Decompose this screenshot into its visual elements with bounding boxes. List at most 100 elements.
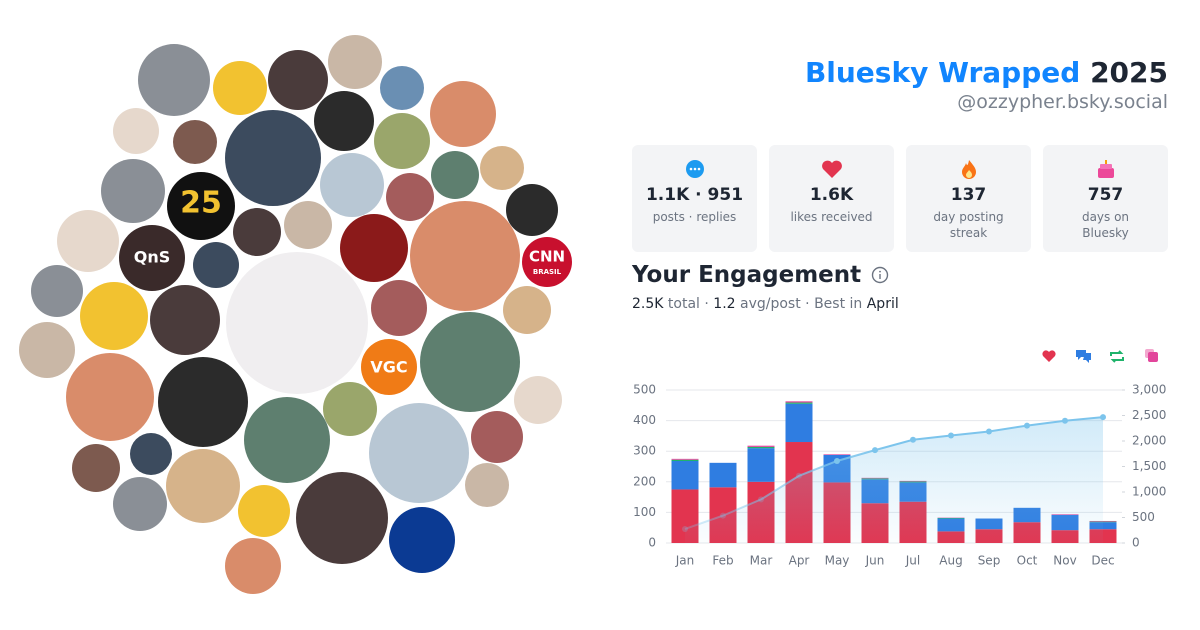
legend-replies-icon[interactable] xyxy=(1076,350,1091,363)
avatar[interactable] xyxy=(369,403,469,503)
avatar[interactable] xyxy=(374,113,430,169)
avatar[interactable] xyxy=(233,208,281,256)
avatar[interactable] xyxy=(420,312,520,412)
avatar[interactable] xyxy=(166,449,240,523)
avatar[interactable] xyxy=(522,237,572,287)
icon xyxy=(961,160,976,179)
bar-segment xyxy=(785,403,813,443)
stat-card: 137 day posting streak xyxy=(906,145,1031,252)
avatar[interactable] xyxy=(130,433,172,475)
info-icon[interactable] xyxy=(871,266,889,284)
avatar[interactable] xyxy=(113,108,159,154)
legend-reposts-icon[interactable] xyxy=(1110,350,1124,363)
avatar-collage: 25 QnS VGC CNN BRASIL xyxy=(19,35,572,594)
avatar[interactable] xyxy=(225,110,321,206)
stat-card: 757 days on Bluesky xyxy=(1043,145,1168,252)
bar-segment xyxy=(785,402,813,404)
avatar-text: QnS xyxy=(134,248,171,267)
y-tick-label: 200 xyxy=(633,474,656,488)
y-tick-label: 100 xyxy=(633,505,656,519)
x-tick-label: Apr xyxy=(789,554,810,568)
avatar[interactable] xyxy=(361,339,417,395)
avatar[interactable] xyxy=(431,151,479,199)
cumulative-point xyxy=(1100,414,1106,421)
avatar[interactable] xyxy=(244,397,330,483)
avatar[interactable] xyxy=(72,444,120,492)
legend xyxy=(1042,349,1158,363)
avatar[interactable] xyxy=(193,242,239,288)
best-label: Best in xyxy=(814,296,863,312)
avatar[interactable] xyxy=(119,225,185,291)
avatar[interactable] xyxy=(328,35,382,89)
avatar[interactable] xyxy=(371,280,427,336)
bar-segment xyxy=(747,446,775,449)
avatar[interactable] xyxy=(506,184,558,236)
bar-segment xyxy=(671,459,699,461)
avatar[interactable] xyxy=(66,353,154,441)
avatar[interactable] xyxy=(158,357,248,447)
avatar[interactable] xyxy=(410,201,520,311)
y2-tick-label: 2,000 xyxy=(1132,434,1166,448)
x-tick-label: Dec xyxy=(1091,554,1114,568)
x-tick-label: Mar xyxy=(750,554,773,568)
avatar[interactable] xyxy=(113,477,167,531)
avatar[interactable] xyxy=(320,153,384,217)
icon xyxy=(685,160,704,178)
stat-card: 1.6K likes received xyxy=(769,145,894,252)
avatar[interactable] xyxy=(225,538,281,594)
avatar[interactable] xyxy=(226,252,368,394)
legend-likes-icon[interactable] xyxy=(1042,350,1056,362)
cumulative-point xyxy=(872,447,878,454)
y2-tick-label: 1,500 xyxy=(1132,459,1166,473)
avatar[interactable] xyxy=(57,210,119,272)
avatar[interactable] xyxy=(138,44,210,116)
cumulative-point xyxy=(758,496,764,503)
legend-quotes-icon[interactable] xyxy=(1145,349,1158,362)
title-brand: Bluesky Wrapped xyxy=(804,56,1081,89)
avatar[interactable] xyxy=(19,322,75,378)
avatar[interactable] xyxy=(480,146,524,190)
avatar[interactable] xyxy=(268,50,328,110)
bar-segment xyxy=(823,454,851,455)
avatar[interactable] xyxy=(380,66,424,110)
y2-tick-label: 2,500 xyxy=(1132,408,1166,422)
avatar[interactable] xyxy=(503,286,551,334)
avatar[interactable] xyxy=(80,282,148,350)
avatar[interactable] xyxy=(340,214,408,282)
icon xyxy=(1097,160,1114,178)
total: 2.5K xyxy=(632,296,664,312)
handle: @ozzypher.bsky.social xyxy=(957,91,1168,113)
avatar[interactable] xyxy=(173,120,217,164)
avatar[interactable] xyxy=(386,173,434,221)
avg-label: avg/post xyxy=(740,296,801,312)
x-tick-label: Aug xyxy=(939,554,962,568)
avatar[interactable] xyxy=(213,61,267,115)
avatar[interactable] xyxy=(323,382,377,436)
avatar[interactable] xyxy=(284,201,332,249)
avatar[interactable] xyxy=(314,91,374,151)
stat-value: 757 xyxy=(1087,185,1124,205)
x-tick-label: Oct xyxy=(1017,554,1038,568)
avatar[interactable] xyxy=(150,285,220,355)
y2-tick-label: 500 xyxy=(1132,510,1155,524)
avatar[interactable] xyxy=(465,463,509,507)
avatar-text: BRASIL xyxy=(533,268,562,276)
engagement-header: Your Engagement 2.5K total · 1.2 avg/pos… xyxy=(632,262,899,312)
avatar[interactable] xyxy=(514,376,562,424)
avatar[interactable] xyxy=(167,172,235,240)
bar-segment xyxy=(709,462,737,488)
stat-label: posts · replies xyxy=(652,210,737,224)
y-tick-label: 0 xyxy=(648,536,656,550)
y2-tick-label: 3,000 xyxy=(1132,383,1166,397)
avatar[interactable] xyxy=(430,81,496,147)
avatar[interactable] xyxy=(389,507,455,573)
x-tick-label: May xyxy=(825,554,850,568)
bar-segment xyxy=(747,448,775,482)
avatar[interactable] xyxy=(31,265,83,317)
avatar[interactable] xyxy=(471,411,523,463)
total-label: total xyxy=(667,296,700,312)
cumulative-point xyxy=(1062,417,1068,424)
avatar[interactable] xyxy=(238,485,290,537)
avatar[interactable] xyxy=(101,159,165,223)
avatar[interactable] xyxy=(296,472,388,564)
